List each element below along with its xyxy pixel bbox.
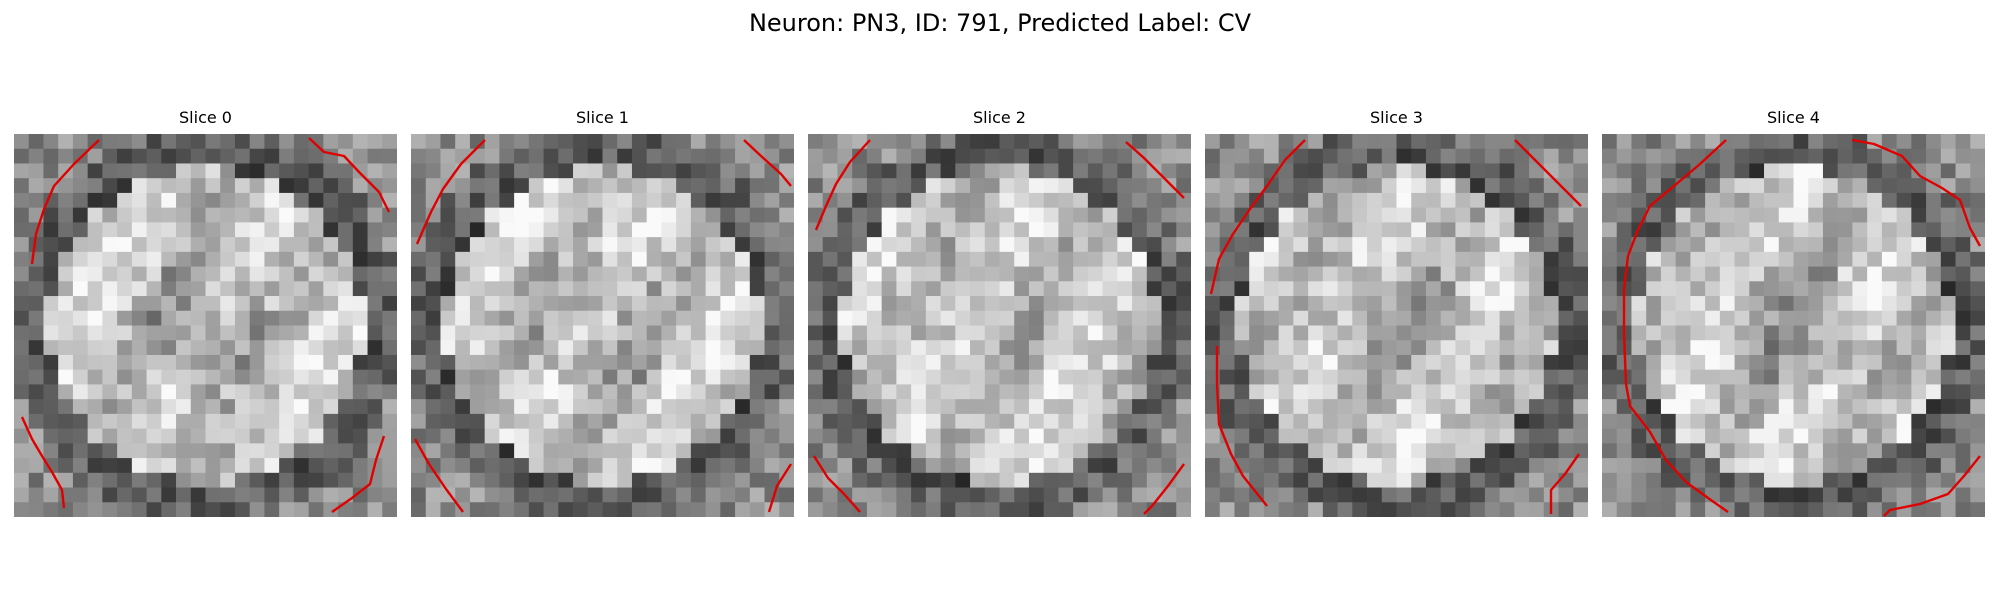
contour-line (413, 438, 464, 513)
pixel-mosaic (1205, 134, 1588, 517)
contour-line (415, 139, 486, 245)
contour-line (331, 435, 386, 513)
contour-line (1143, 463, 1185, 515)
contour-line (1549, 453, 1580, 514)
slice-image-0 (14, 134, 397, 517)
slice-title: Slice 4 (1767, 108, 1820, 127)
contour-line (308, 137, 391, 213)
contour-line (1883, 455, 1981, 517)
contour-line (743, 139, 792, 187)
contour-line (1125, 141, 1185, 199)
slice-image-3 (1205, 134, 1588, 517)
contour-line (1514, 139, 1582, 207)
contour-line (1209, 139, 1306, 295)
slice-title: Slice 1 (576, 108, 629, 127)
figure-title: Neuron: PN3, ID: 791, Predicted Label: C… (748, 9, 1252, 37)
pixel-mosaic (411, 134, 794, 517)
contour-line (1622, 139, 1729, 513)
slice-image-1 (411, 134, 794, 517)
slice-image-4 (1602, 134, 1985, 517)
slice-title: Slice 0 (179, 108, 232, 127)
pixel-mosaic (14, 134, 397, 517)
contour-line (20, 416, 66, 509)
slice-title: Slice 2 (973, 108, 1026, 127)
slice-image-2 (808, 134, 1191, 517)
contour-line (814, 139, 871, 231)
contour-line (812, 455, 861, 513)
contour-line (30, 139, 100, 265)
slice-title: Slice 3 (1370, 108, 1423, 127)
contour-line (1215, 346, 1268, 507)
contour-line (1851, 138, 1982, 247)
pixel-mosaic (1602, 134, 1985, 517)
contour-line (767, 463, 793, 513)
pixel-mosaic (808, 134, 1191, 517)
